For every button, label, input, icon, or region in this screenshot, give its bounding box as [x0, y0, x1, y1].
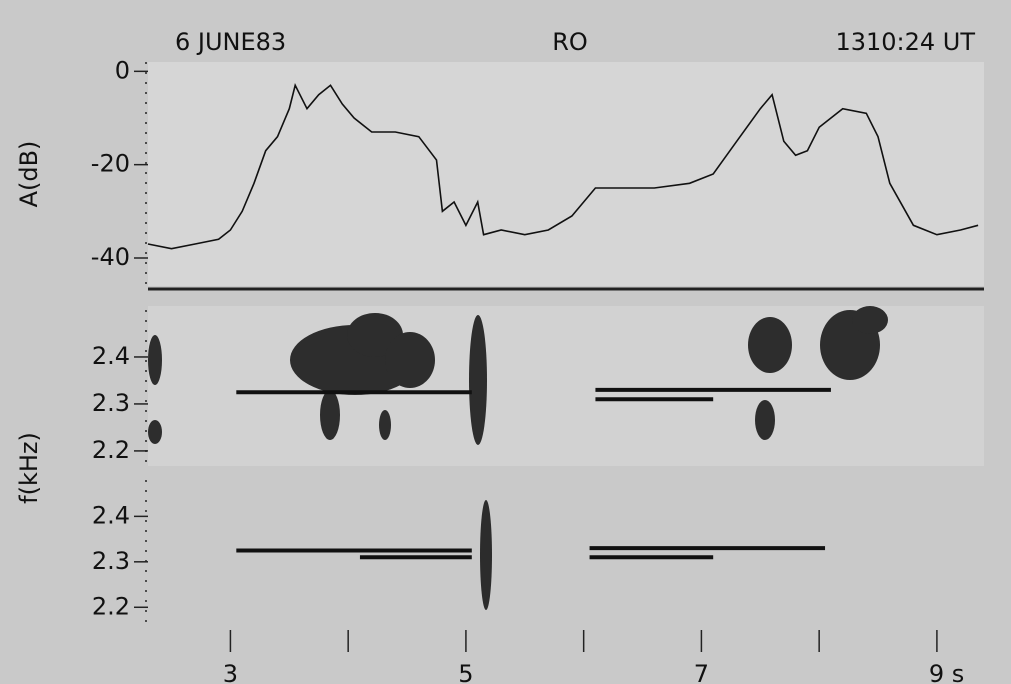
y-tick-label: 2.3 [92, 547, 130, 575]
y-axis-label: A(dB) [15, 141, 43, 208]
x-tick-label: 7 [694, 660, 709, 684]
y-tick-label: 2.4 [92, 501, 130, 529]
amplitude-trace [147, 83, 979, 250]
y-tick-label: -20 [91, 150, 130, 178]
x-tick-label: 3 [223, 660, 238, 684]
station-label: RO [552, 28, 588, 56]
time-label: 1310:24 UT [835, 28, 975, 56]
y-tick-label: 2.4 [92, 342, 130, 370]
amplitude-panel [148, 62, 984, 286]
y-tick-label: -40 [91, 243, 130, 271]
y-tick-label: 0 [115, 56, 130, 84]
y-tick-label: 2.2 [92, 592, 130, 620]
x-tick-label: 5 [458, 660, 473, 684]
y-tick-label: 2.2 [92, 436, 130, 464]
spectrogram-blobs [148, 306, 888, 610]
x-tick-label: 9 s [929, 660, 964, 684]
y-axis-label: f(kHz) [15, 432, 43, 504]
y-tick-label: 2.3 [92, 389, 130, 417]
date-label: 6 JUNE83 [175, 28, 286, 56]
